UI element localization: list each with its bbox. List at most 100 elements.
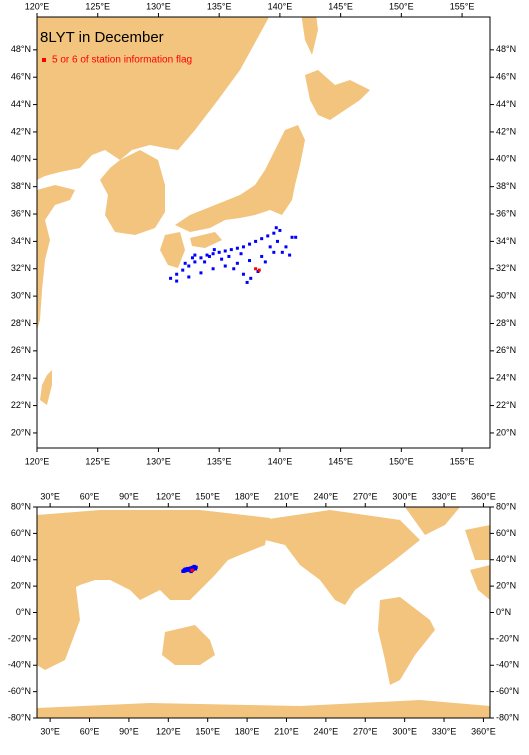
x-tick-label: 140°E: [268, 1, 293, 11]
station-point: [187, 264, 191, 268]
station-point: [194, 567, 198, 571]
station-point: [235, 246, 239, 250]
x-tick-label: 155°E: [450, 456, 475, 466]
station-point: [229, 248, 233, 252]
y-tick-label: -20°N: [496, 633, 519, 643]
station-point: [203, 260, 207, 264]
station-point: [193, 260, 197, 264]
y-tick-label: 40°N: [496, 154, 516, 164]
x-tick-label: 270°E: [353, 726, 378, 736]
station-point: [223, 264, 227, 268]
x-tick-label: 150°E: [195, 726, 220, 736]
station-point: [294, 235, 298, 239]
station-point: [211, 252, 215, 256]
x-tick-label: 125°E: [85, 1, 110, 11]
station-point: [254, 239, 258, 243]
station-point: [182, 568, 186, 572]
y-tick-label: 32°N: [11, 263, 31, 273]
x-tick-label: 180°E: [235, 726, 260, 736]
x-tick-label: 120°E: [25, 1, 50, 11]
y-tick-label: 60°N: [11, 528, 31, 538]
y-tick-label: 22°N: [496, 400, 516, 410]
y-tick-label: 40°N: [11, 154, 31, 164]
x-tick-label: 125°E: [85, 456, 110, 466]
x-tick-label: 120°E: [25, 456, 50, 466]
x-tick-label: 145°E: [328, 1, 353, 11]
station-point: [280, 250, 284, 254]
y-tick-label: 24°N: [11, 373, 31, 383]
station-point: [275, 239, 279, 243]
legend-label: 5 or 6 of station information flag: [52, 55, 192, 66]
y-tick-label: 46°N: [496, 72, 516, 82]
station-point: [268, 245, 272, 249]
x-tick-label: 150°E: [389, 456, 414, 466]
station-point: [207, 254, 211, 258]
station-point: [245, 280, 249, 284]
world-land: [37, 507, 490, 718]
station-point: [249, 276, 253, 280]
station-point: [272, 231, 276, 235]
station-point: [190, 568, 194, 572]
x-tick-label: 145°E: [328, 456, 353, 466]
x-tick-label: 150°E: [389, 1, 414, 11]
station-point: [248, 242, 252, 246]
y-tick-label: 42°N: [496, 126, 516, 136]
y-tick-label: 28°N: [496, 318, 516, 328]
x-tick-label: 330°E: [432, 726, 457, 736]
y-tick-label: 42°N: [11, 126, 31, 136]
y-tick-label: 44°N: [11, 99, 31, 109]
x-tick-label: 130°E: [146, 1, 171, 11]
y-tick-label: 20°N: [11, 427, 31, 437]
station-point: [187, 275, 191, 279]
map-frame: [36, 16, 491, 449]
station-point: [190, 256, 194, 260]
station-point: [185, 566, 189, 570]
y-tick-label: 20°N: [496, 581, 516, 591]
x-tick-label: 210°E: [274, 491, 299, 501]
station-point: [241, 245, 245, 249]
station-point: [175, 272, 179, 276]
x-tick-label: 135°E: [207, 1, 232, 11]
x-tick-label: 90°E: [119, 491, 139, 501]
y-tick-label: 48°N: [11, 44, 31, 54]
y-tick-label: 20°N: [11, 581, 31, 591]
y-tick-label: 40°N: [11, 554, 31, 564]
y-tick-label: 30°N: [496, 290, 516, 300]
station-points: [169, 226, 298, 284]
x-tick-label: 300°E: [392, 726, 417, 736]
station-point: [266, 234, 270, 238]
station-point: [260, 237, 264, 241]
y-tick-label: 46°N: [11, 72, 31, 82]
station-point: [290, 235, 294, 239]
station-point: [241, 272, 245, 276]
map-title: 8LYT in December: [40, 29, 164, 46]
station-point: [175, 279, 179, 283]
y-tick-label: 20°N: [496, 427, 516, 437]
y-tick-label: 26°N: [11, 345, 31, 355]
x-tick-label: 140°E: [268, 456, 293, 466]
station-point: [211, 267, 215, 271]
y-tick-label: 44°N: [496, 99, 516, 109]
station-point: [284, 245, 288, 249]
x-tick-label: 150°E: [195, 491, 220, 501]
station-point: [260, 254, 264, 258]
station-point: [183, 261, 187, 265]
y-tick-label: -60°N: [8, 686, 31, 696]
station-point: [272, 250, 276, 254]
y-tick-label: 40°N: [496, 554, 516, 564]
station-point: [169, 276, 173, 280]
y-tick-label: 28°N: [11, 318, 31, 328]
station-point: [181, 268, 185, 272]
y-tick-label: 24°N: [496, 373, 516, 383]
y-tick-label: 36°N: [496, 208, 516, 218]
y-tick-label: 36°N: [11, 208, 31, 218]
y-tick-label: 60°N: [496, 528, 516, 538]
legend-marker: [42, 58, 46, 62]
station-point: [248, 259, 252, 263]
station-point: [263, 260, 267, 264]
x-tick-label: 270°E: [353, 491, 378, 501]
x-tick-label: 360°E: [471, 726, 496, 736]
x-tick-label: 240°E: [314, 726, 339, 736]
y-tick-label: 0°N: [496, 607, 511, 617]
station-point: [235, 261, 239, 265]
